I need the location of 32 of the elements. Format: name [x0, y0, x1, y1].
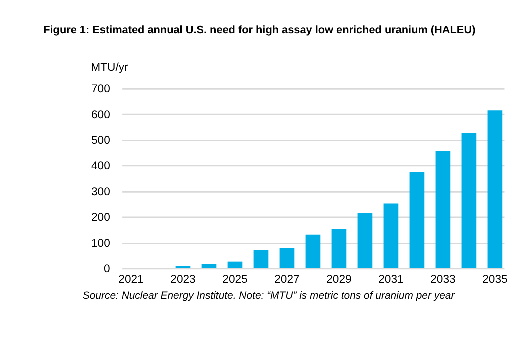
x-tick-label: 2027	[274, 274, 300, 286]
x-tick-label: 2035	[482, 274, 508, 286]
x-tick-label: 2023	[170, 274, 196, 286]
x-tick-label: 2025	[222, 274, 248, 286]
x-tick-label: 2021	[118, 274, 144, 286]
y-axis-title: MTU/yr	[91, 62, 129, 74]
bar	[384, 204, 399, 269]
bar	[176, 266, 191, 269]
bar	[410, 172, 425, 269]
bar	[332, 229, 347, 269]
y-tick-label: 0	[104, 263, 110, 276]
bar	[254, 250, 269, 269]
bar	[358, 213, 373, 269]
chart-title: Figure 1: Estimated annual U.S. need for high assay low enriched uranium (HALEU)	[44, 24, 476, 36]
bar	[202, 264, 217, 269]
y-tick-label: 100	[91, 238, 110, 250]
x-tick-label: 2029	[326, 274, 352, 286]
x-tick-label: 2031	[378, 274, 404, 286]
bar	[280, 248, 295, 269]
bar	[228, 262, 243, 269]
bar	[462, 132, 477, 269]
source-note: Source: Nuclear Energy Institute. Note: “MTU” is metric tons of uranium per year	[82, 291, 456, 302]
y-tick-label: 200	[91, 212, 110, 224]
bar	[436, 151, 451, 269]
bar	[488, 110, 503, 269]
y-tick-label: 700	[91, 84, 110, 96]
y-tick-label: 600	[91, 109, 110, 122]
bar	[306, 234, 321, 269]
y-tick-label: 500	[91, 135, 110, 148]
y-tick-label: 400	[91, 160, 110, 173]
x-tick-label: 2033	[430, 274, 456, 286]
y-tick-label: 300	[91, 186, 110, 198]
